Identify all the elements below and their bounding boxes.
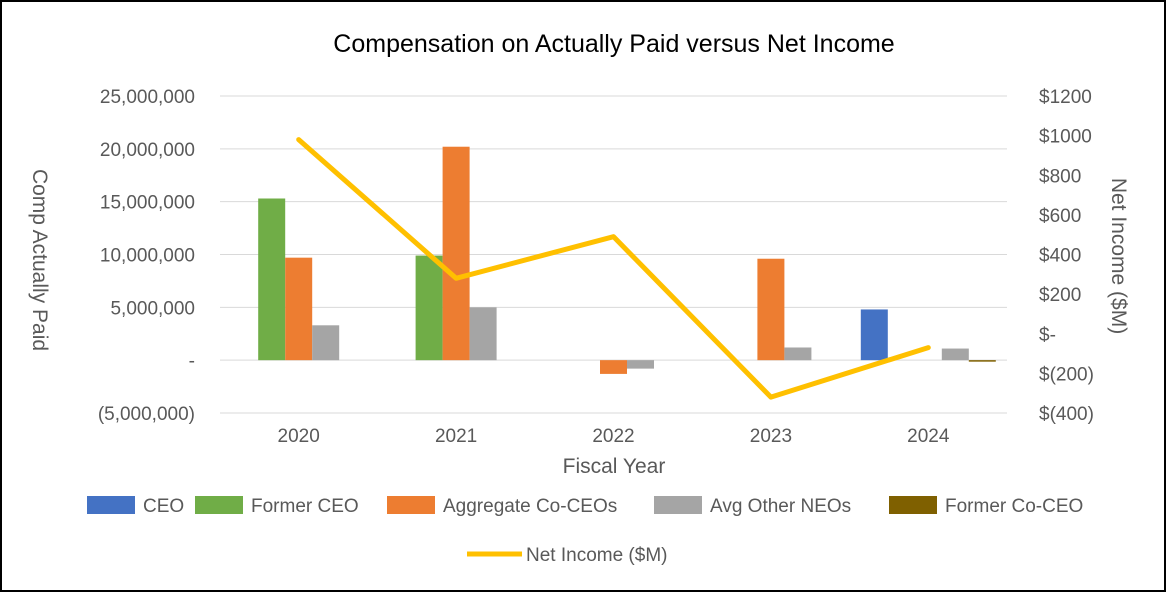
y2-tick-label: $400 — [1039, 246, 1081, 267]
y2-tick-label: $1000 — [1039, 127, 1092, 148]
y2-tick-label: $600 — [1039, 206, 1081, 227]
x-axis-ticks: 2020 2021 2022 2023 2024 — [278, 426, 950, 447]
y2-tick-label: $(400) — [1039, 404, 1094, 425]
legend-swatch — [387, 496, 435, 514]
legend-swatch — [87, 496, 135, 514]
bar — [258, 198, 286, 361]
bar — [312, 325, 340, 361]
y2-tick-label: $1200 — [1039, 87, 1092, 108]
net-income-line — [296, 137, 931, 400]
y2-axis-ticks: $1200 $1000 $800 $600 $400 $200 $- $(200) $(400) — [1039, 87, 1094, 425]
bar — [968, 360, 996, 362]
x-tick-label: 2021 — [435, 426, 477, 447]
legend-swatch — [889, 496, 937, 514]
y-tick-label: 5,000,000 — [110, 298, 195, 319]
legend: CEO Former CEO Aggregate Co-CEOs Avg Other … — [87, 496, 1083, 566]
x-tick-label: 2023 — [750, 426, 792, 447]
bar — [442, 146, 470, 361]
legend-label: CEO — [143, 496, 184, 517]
bar — [941, 348, 969, 361]
y-tick-label: 20,000,000 — [100, 140, 195, 161]
legend-label: Net Income ($M) — [526, 545, 667, 566]
y2-tick-label: $200 — [1039, 285, 1081, 306]
bar — [627, 360, 654, 369]
y-tick-label: 15,000,000 — [100, 193, 195, 214]
y2-axis-title: Net Income ($M) — [1107, 178, 1130, 334]
bars — [258, 146, 996, 374]
bar — [784, 347, 812, 361]
chart-title: Compensation on Actually Paid versus Net… — [333, 30, 894, 58]
y2-tick-label: $800 — [1039, 166, 1081, 187]
legend-swatch — [195, 496, 243, 514]
net-income-series-line — [296, 137, 931, 400]
y-tick-label: 10,000,000 — [100, 246, 195, 267]
legend-swatch — [654, 496, 702, 514]
y2-tick-label: $- — [1039, 325, 1056, 346]
legend-label: Avg Other NEOs — [710, 496, 851, 517]
legend-label: Former Co-CEO — [945, 496, 1083, 517]
x-tick-label: 2024 — [907, 426, 950, 447]
x-tick-label: 2022 — [592, 426, 634, 447]
y-axis-title: Comp Actually Paid — [28, 169, 51, 351]
bar — [600, 360, 627, 374]
bar — [860, 309, 888, 361]
y-axis-ticks: 25,000,000 20,000,000 15,000,000 10,000,000… — [98, 87, 195, 425]
legend-label: Aggregate Co-CEOs — [443, 496, 617, 517]
bar — [285, 257, 313, 361]
bar — [469, 307, 497, 361]
x-axis-title: Fiscal Year — [563, 455, 666, 478]
y-tick-label: - — [189, 351, 195, 372]
legend-label: Former CEO — [251, 496, 359, 517]
bar — [757, 258, 785, 361]
y-tick-label: 25,000,000 — [100, 87, 195, 108]
y-tick-label: (5,000,000) — [98, 404, 195, 425]
bar — [415, 255, 443, 361]
x-tick-label: 2020 — [278, 426, 320, 447]
y2-tick-label: $(200) — [1039, 364, 1094, 385]
